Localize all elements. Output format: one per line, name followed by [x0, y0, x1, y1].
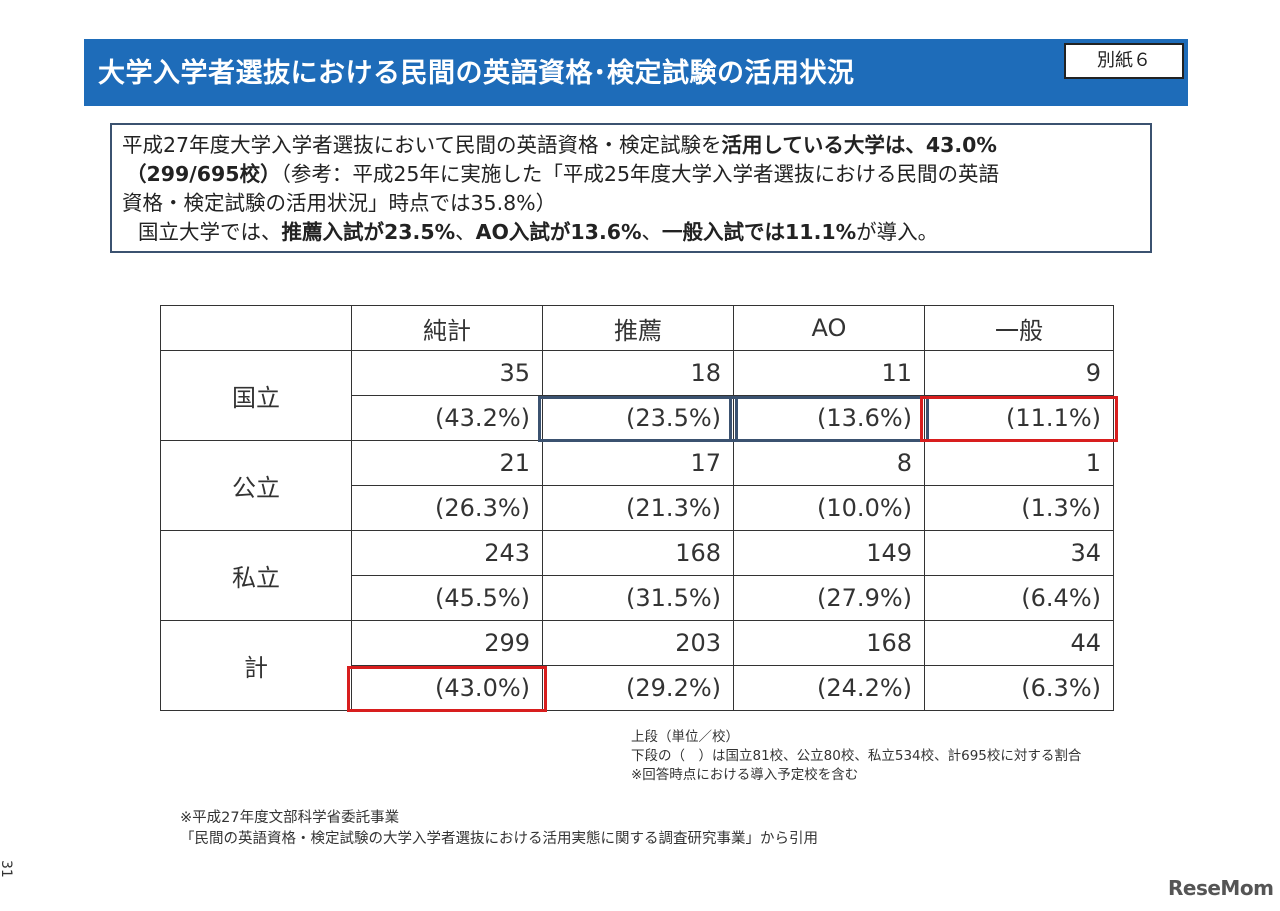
note-line: 上段（単位／校）	[631, 729, 739, 745]
row-label: 国立	[160, 350, 352, 441]
stats-table: 純計 推薦 AO 一般 国立 35 18 11 9 (43.2%) (23.5%…	[160, 305, 1119, 713]
table-row: (43.0%) (29.2%) (24.2%) (6.3%)	[161, 665, 1114, 713]
summary-text: が導入。	[856, 220, 939, 244]
percent-cell-highlight-red: (11.1%)	[920, 395, 1119, 443]
percent-cell: (10.0%)	[733, 485, 925, 531]
column-header-recommendation: 推薦	[542, 305, 734, 351]
note-line: ※回答時点における導入予定校を含む	[631, 767, 859, 783]
percent-cell: (27.9%)	[733, 575, 925, 621]
count-cell: 8	[733, 440, 925, 486]
page-title: 大学入学者選抜における民間の英語資格･検定試験の活用状況	[98, 58, 855, 89]
row-label: 公立	[160, 440, 352, 531]
count-cell: 168	[733, 620, 925, 666]
percent-cell: (31.5%)	[542, 575, 734, 621]
percent-cell: (43.2%)	[351, 395, 543, 441]
row-label: 計	[160, 620, 352, 711]
count-cell: 11	[733, 350, 925, 396]
table-row: 計 299 203 168 44	[160, 620, 1114, 711]
count-cell: 17	[542, 440, 734, 486]
percent-cell-highlight-blue: (13.6%)	[729, 395, 930, 443]
table-row: 公立 21 17 8 1	[160, 440, 1114, 531]
count-cell: 168	[542, 530, 734, 576]
table-row: (45.5%) (31.5%) (27.9%) (6.4%)	[161, 575, 1114, 621]
column-header-blank	[160, 305, 352, 351]
page-number: 31	[0, 860, 14, 878]
count-cell: 34	[924, 530, 1114, 576]
summary-line-3: 資格・検定試験の活用状況」時点では35.8%）	[122, 189, 1140, 218]
table-row: 私立 243 168 149 34	[160, 530, 1114, 621]
column-header-total: 純計	[351, 305, 543, 351]
note-line: 下段の（ ）は国立81校、公立80校、私立534校、計695校に対する割合	[631, 748, 1082, 764]
count-cell: 299	[351, 620, 543, 666]
table-header-row: 純計 推薦 AO 一般	[160, 305, 1114, 351]
brand-logo: ReseMom	[1168, 876, 1274, 900]
count-cell: 44	[924, 620, 1114, 666]
summary-text: 国立大学では、	[138, 220, 282, 244]
row-label: 私立	[160, 530, 352, 621]
count-cell: 149	[733, 530, 925, 576]
count-cell: 9	[924, 350, 1114, 396]
summary-text: 、	[641, 220, 663, 244]
percent-cell-highlight-blue: (23.5%)	[538, 395, 739, 443]
summary-text: （参考：平成25年に実施した「平成25年度大学入学者選抜における民間の英語	[280, 162, 999, 186]
summary-line-4: 国立大学では、推薦入試が23.5%、AO入試が13.6%、一般入試では11.1%…	[122, 218, 1140, 247]
percent-cell-highlight-red: (43.0%)	[347, 665, 548, 713]
summary-text: 平成27年度大学入学者選抜において民間の英語資格・検定試験を	[122, 133, 722, 157]
source-citation: ※平成27年度文部科学省委託事業 「民間の英語資格・検定試験の大学入学者選抜にお…	[180, 808, 818, 850]
summary-text: 資格・検定試験の活用状況」時点では35.8%）	[122, 191, 557, 215]
percent-cell: (6.3%)	[924, 665, 1114, 711]
percent-cell: (6.4%)	[924, 575, 1114, 621]
title-bar: 大学入学者選抜における民間の英語資格･検定試験の活用状況 別紙６	[84, 39, 1188, 106]
percent-cell: (24.2%)	[733, 665, 925, 711]
summary-line-1: 平成27年度大学入学者選抜において民間の英語資格・検定試験を活用している大学は、…	[122, 131, 1140, 160]
table-row: (26.3%) (21.3%) (10.0%) (1.3%)	[161, 485, 1114, 531]
table-row: 国立 35 18 11 9	[160, 350, 1114, 441]
summary-text: 、	[455, 220, 476, 244]
percent-cell: (1.3%)	[924, 485, 1114, 531]
count-cell: 21	[351, 440, 543, 486]
summary-highlight: 推薦入試が23.5%	[281, 220, 456, 244]
attachment-label: 別紙６	[1064, 43, 1184, 79]
summary-highlight: AO入試が13.6%	[475, 220, 642, 244]
count-cell: 203	[542, 620, 734, 666]
percent-cell: (45.5%)	[351, 575, 543, 621]
source-line: ※平成27年度文部科学省委託事業	[180, 810, 400, 826]
column-header-general: 一般	[924, 305, 1114, 351]
percent-cell: (21.3%)	[542, 485, 734, 531]
summary-line-2: （299/695校）（参考：平成25年に実施した「平成25年度大学入学者選抜にお…	[122, 160, 1140, 189]
summary-highlight: （299/695校）	[126, 162, 281, 186]
count-cell: 18	[542, 350, 734, 396]
summary-highlight: 活用している大学は、43.0%	[721, 133, 997, 157]
count-cell: 243	[351, 530, 543, 576]
summary-box: 平成27年度大学入学者選抜において民間の英語資格・検定試験を活用している大学は、…	[110, 123, 1152, 253]
summary-highlight: 一般入試では11.1%	[662, 220, 857, 244]
table-notes: 上段（単位／校） 下段の（ ）は国立81校、公立80校、私立534校、計695校…	[631, 728, 1081, 785]
column-header-ao: AO	[733, 305, 925, 351]
count-cell: 1	[924, 440, 1114, 486]
percent-cell: (26.3%)	[351, 485, 543, 531]
percent-cell: (29.2%)	[542, 665, 734, 711]
source-line: 「民間の英語資格・検定試験の大学入学者選抜における活用実態に関する調査研究事業」…	[180, 831, 818, 847]
count-cell: 35	[351, 350, 543, 396]
